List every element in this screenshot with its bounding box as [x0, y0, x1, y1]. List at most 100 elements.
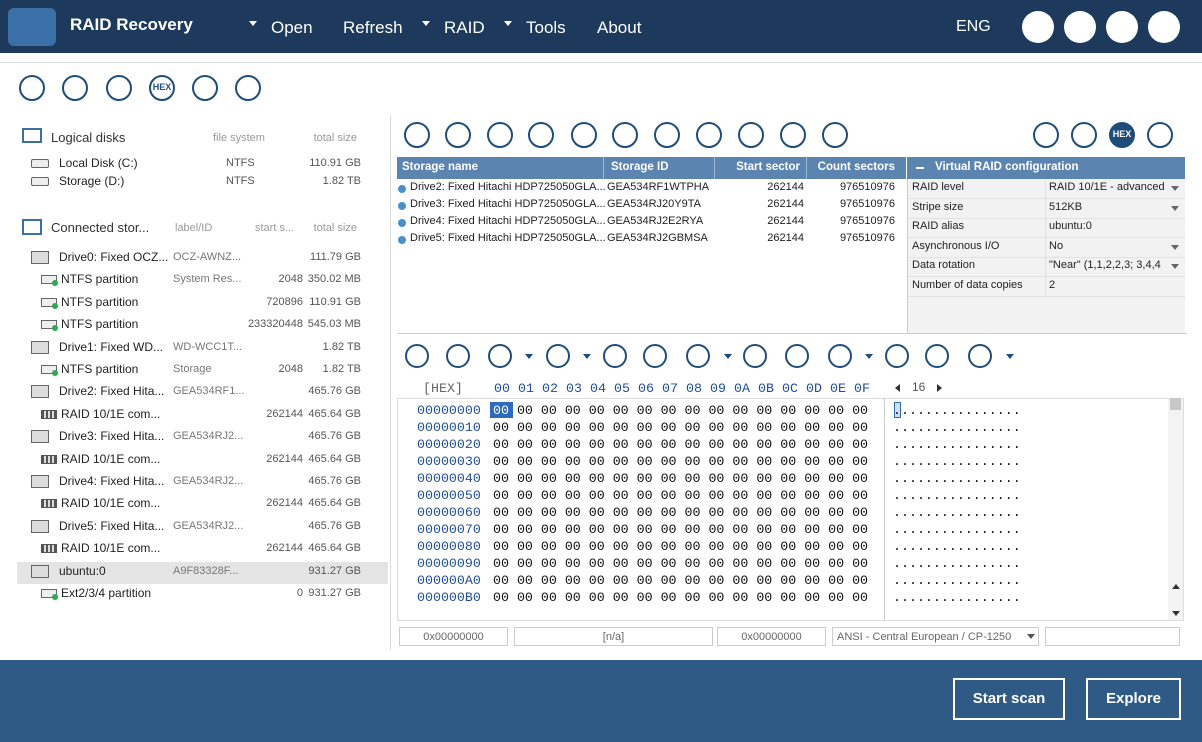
storage-name[interactable]: NTFS partition	[61, 272, 139, 287]
hex-bytes[interactable]: 00 00 00 00 00 00 00 00 00 00 00 00 00 0…	[493, 573, 869, 588]
action-button[interactable]: Start scan	[953, 678, 1065, 720]
hex-ascii[interactable]: ................	[893, 403, 1021, 418]
hex-ascii[interactable]: ................	[893, 590, 1021, 605]
menu-item[interactable]: Tools	[526, 18, 566, 37]
disk-name[interactable]: Local Disk (C:)	[59, 156, 138, 170]
storage-name[interactable]: RAID 10/1E com...	[61, 541, 161, 556]
hex-ascii[interactable]: ................	[893, 505, 1021, 520]
top-icon-button[interactable]	[1148, 11, 1180, 43]
table-cell[interactable]: Drive5: Fixed Hitachi HDP725050GLA...	[410, 232, 606, 244]
tool-button[interactable]	[780, 122, 806, 148]
hex-tool-button[interactable]	[686, 344, 710, 368]
tool-button[interactable]	[235, 75, 261, 101]
storage-name[interactable]: NTFS partition	[61, 294, 139, 309]
tool-button[interactable]	[571, 122, 597, 148]
language[interactable]: ENG	[956, 18, 991, 35]
config-value[interactable]: No	[1049, 239, 1064, 252]
storage-name[interactable]: NTFS partition	[61, 317, 139, 332]
hex-bytes[interactable]: 00 00 00 00 00 00 00 00 00 00 00 00 00 0…	[493, 539, 869, 554]
top-icon-button[interactable]	[1022, 11, 1054, 43]
status-field[interactable]: ANSI - Central European / CP-1250	[832, 627, 1039, 646]
menu-item[interactable]: RAID	[444, 18, 485, 37]
table-cell[interactable]: 262144	[767, 181, 804, 193]
hex-bytes[interactable]: 00 00 00 00 00 00 00 00 00 00 00 00 00 0…	[493, 505, 869, 520]
hex-tool-button[interactable]	[488, 344, 512, 368]
hex-bytes[interactable]: 00 00 00 00 00 00 00 00 00 00 00 00 00 0…	[493, 488, 869, 503]
table-cell[interactable]: GEA534RJ20Y9TA	[607, 198, 701, 210]
hex-tool-button[interactable]	[968, 344, 992, 368]
storage-name[interactable]: Ext2/3/4 partition	[61, 586, 152, 600]
hex-view-label[interactable]: HEX	[1112, 129, 1132, 139]
hex-tool-button[interactable]	[785, 344, 809, 368]
hex-view-button[interactable]	[1109, 122, 1135, 148]
hex-ascii[interactable]: ................	[893, 437, 1021, 452]
menu-item[interactable]: Open	[271, 18, 313, 37]
hex-tool-button[interactable]	[828, 344, 852, 368]
hex-ascii[interactable]: ................	[893, 454, 1021, 469]
hex-tool-button[interactable]	[925, 344, 949, 368]
config-value[interactable]: RAID 10/1E - advanced	[1049, 181, 1164, 193]
hex-ascii[interactable]: ................	[893, 522, 1021, 537]
tool-button[interactable]	[696, 122, 722, 148]
tool-button[interactable]	[654, 122, 680, 148]
config-value[interactable]: ubuntu:0	[1049, 220, 1092, 233]
hex-ascii[interactable]: ................	[893, 420, 1021, 435]
hex-bytes[interactable]: 00 00 00 00 00 00 00 00 00 00 00 00 00 0…	[493, 437, 869, 452]
hex-tool-button[interactable]	[446, 344, 470, 368]
hex-bytes[interactable]: 00 00 00 00 00 00 00 00 00 00 00 00 00 0…	[493, 556, 869, 571]
hex-ascii[interactable]: ................	[893, 573, 1021, 588]
table-cell[interactable]: 976510976	[839, 181, 895, 193]
storage-name[interactable]: Drive3: Fixed Hita...	[59, 429, 165, 444]
table-cell[interactable]: GEA534RJ2GBMSA	[607, 232, 708, 244]
storage-name[interactable]: NTFS partition	[61, 362, 139, 376]
storage-name[interactable]: Drive5: Fixed Hita...	[59, 518, 165, 533]
top-icon-button[interactable]	[1106, 11, 1138, 43]
hex-ascii[interactable]: ................	[893, 556, 1021, 571]
tool-button[interactable]	[1033, 122, 1059, 148]
config-value[interactable]: "Near" (1,1,2,2,3; 3,4,4	[1049, 259, 1161, 272]
top-icon-button[interactable]	[1064, 11, 1096, 43]
tool-button[interactable]	[1147, 122, 1173, 148]
tool-button[interactable]	[19, 75, 45, 101]
hex-bytes[interactable]: 00 00 00 00 00 00 00 00 00 00 00 00 00 0…	[493, 454, 869, 469]
hex-bytes[interactable]: 00 00 00 00 00 00 00 00 00 00 00 00 00 0…	[493, 590, 869, 605]
storage-name[interactable]: RAID 10/1E com...	[61, 496, 161, 511]
tool-button[interactable]	[612, 122, 638, 148]
table-cell[interactable]: 262144	[767, 232, 804, 244]
table-cell[interactable]: 262144	[767, 215, 804, 227]
hex-tool-button[interactable]	[405, 344, 429, 368]
storage-name[interactable]: Drive2: Fixed Hita...	[59, 384, 165, 399]
tool-button[interactable]	[192, 75, 218, 101]
hex-ascii[interactable]: ................	[893, 471, 1021, 486]
action-button[interactable]: Explore	[1086, 678, 1181, 720]
tool-button[interactable]	[738, 122, 764, 148]
storage-name[interactable]: Drive4: Fixed Hita...	[59, 474, 165, 488]
tool-button[interactable]	[1071, 122, 1097, 148]
table-cell[interactable]: Drive2: Fixed Hitachi HDP725050GLA...	[410, 181, 606, 193]
config-value[interactable]: 512KB	[1049, 200, 1083, 213]
disk-name[interactable]: Storage (D:)	[59, 174, 125, 188]
table-cell[interactable]: 976510976	[839, 198, 895, 210]
tool-button[interactable]	[445, 122, 471, 148]
storage-name[interactable]: RAID 10/1E com...	[61, 451, 161, 466]
tool-button[interactable]	[106, 75, 132, 101]
table-cell[interactable]: GEA534RJ2E2RYA	[607, 215, 704, 227]
hex-bytes[interactable]: 00 00 00 00 00 00 00 00 00 00 00 00 00 0…	[493, 471, 869, 486]
hex-button-label[interactable]: HEX	[152, 82, 172, 92]
storage-name[interactable]: Drive0: Fixed OCZ...	[59, 250, 169, 264]
hex-ascii[interactable]: ................	[893, 488, 1021, 503]
table-cell[interactable]: 976510976	[839, 232, 895, 244]
tool-button[interactable]	[404, 122, 430, 148]
hex-tool-button[interactable]	[603, 344, 627, 368]
table-cell[interactable]: 976510976	[839, 215, 895, 227]
tool-button[interactable]	[822, 122, 848, 148]
menu-item[interactable]: About	[597, 18, 642, 37]
menu-item[interactable]: Refresh	[343, 18, 403, 37]
table-cell[interactable]: 262144	[767, 198, 804, 210]
hex-bytes[interactable]: 00 00 00 00 00 00 00 00 00 00 00 00 00 0…	[493, 403, 869, 418]
hex-ascii[interactable]: ................	[893, 539, 1021, 554]
hex-tool-button[interactable]	[885, 344, 909, 368]
storage-name[interactable]: ubuntu:0	[59, 563, 106, 578]
storage-name[interactable]: Drive1: Fixed WD...	[59, 339, 164, 354]
storage-name[interactable]: RAID 10/1E com...	[61, 406, 161, 421]
